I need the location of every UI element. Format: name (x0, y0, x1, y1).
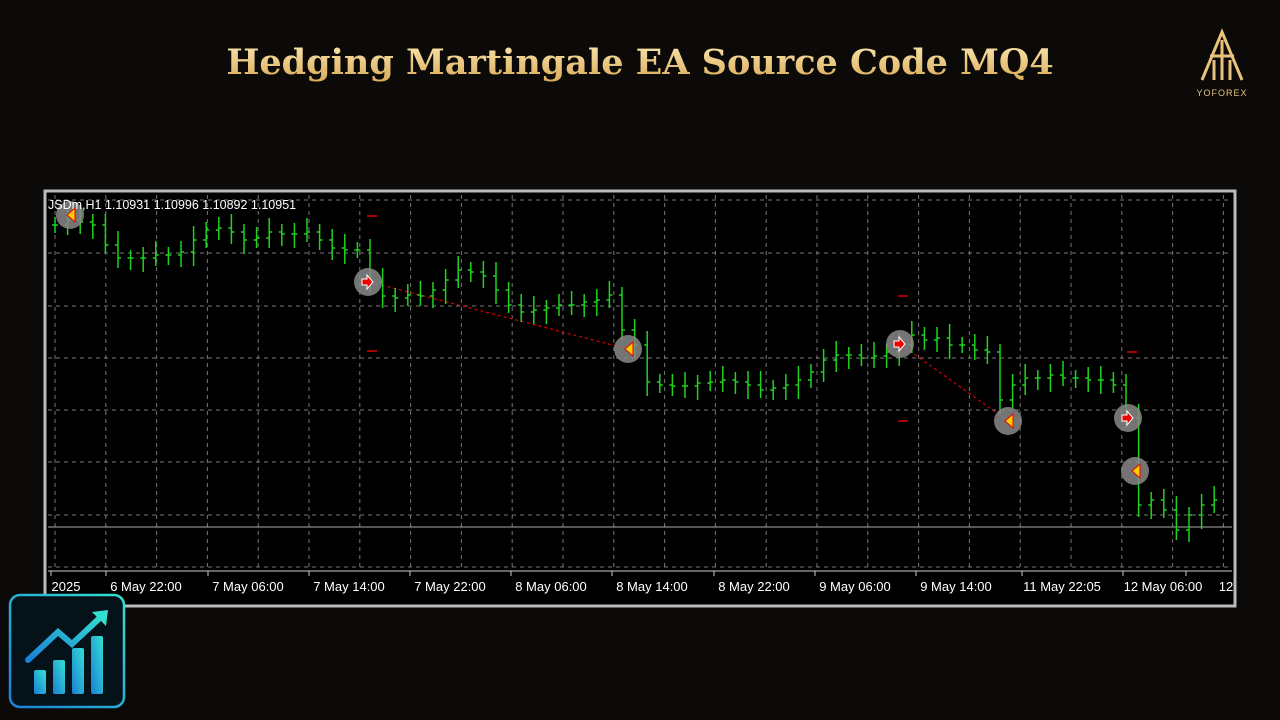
marker-arrow (1131, 462, 1141, 480)
candles (52, 206, 1218, 542)
marker-arrow (893, 335, 906, 353)
trade-markers (56, 201, 1149, 485)
time-label: 2025 (52, 579, 81, 594)
marker-arrow (1121, 409, 1134, 427)
marker-arrow (66, 206, 76, 224)
level-marks (367, 215, 1137, 422)
chart-frame (43, 189, 1237, 608)
grid (48, 195, 1232, 568)
time-label: 8 May 22:00 (718, 579, 790, 594)
marker-arrow (1004, 412, 1014, 430)
time-label: 12 (1219, 579, 1233, 594)
marker-arrow (624, 340, 634, 358)
time-label: 7 May 22:00 (414, 579, 486, 594)
trade-lines (369, 281, 1009, 422)
time-label: 9 May 14:00 (920, 579, 992, 594)
time-label: 12 May 06:00 (1124, 579, 1203, 594)
time-label: 8 May 14:00 (616, 579, 688, 594)
chart-info: JSDm,H1 1.10931 1.10996 1.10892 1.10951 (48, 198, 296, 212)
title: Hedging Martingale EA Source Code MQ4 (226, 42, 1053, 83)
time-label: 9 May 06:00 (819, 579, 891, 594)
time-label: 11 May 22:05 (1023, 579, 1101, 594)
time-label: 7 May 14:00 (313, 579, 385, 594)
growth-icon (8, 593, 126, 709)
logo (1200, 28, 1244, 81)
brand: YOFOREX (1196, 88, 1247, 98)
time-label: 8 May 06:00 (515, 579, 587, 594)
time-label: 7 May 06:00 (212, 579, 284, 594)
time-label: 6 May 22:00 (110, 579, 182, 594)
marker-arrow (361, 273, 374, 291)
